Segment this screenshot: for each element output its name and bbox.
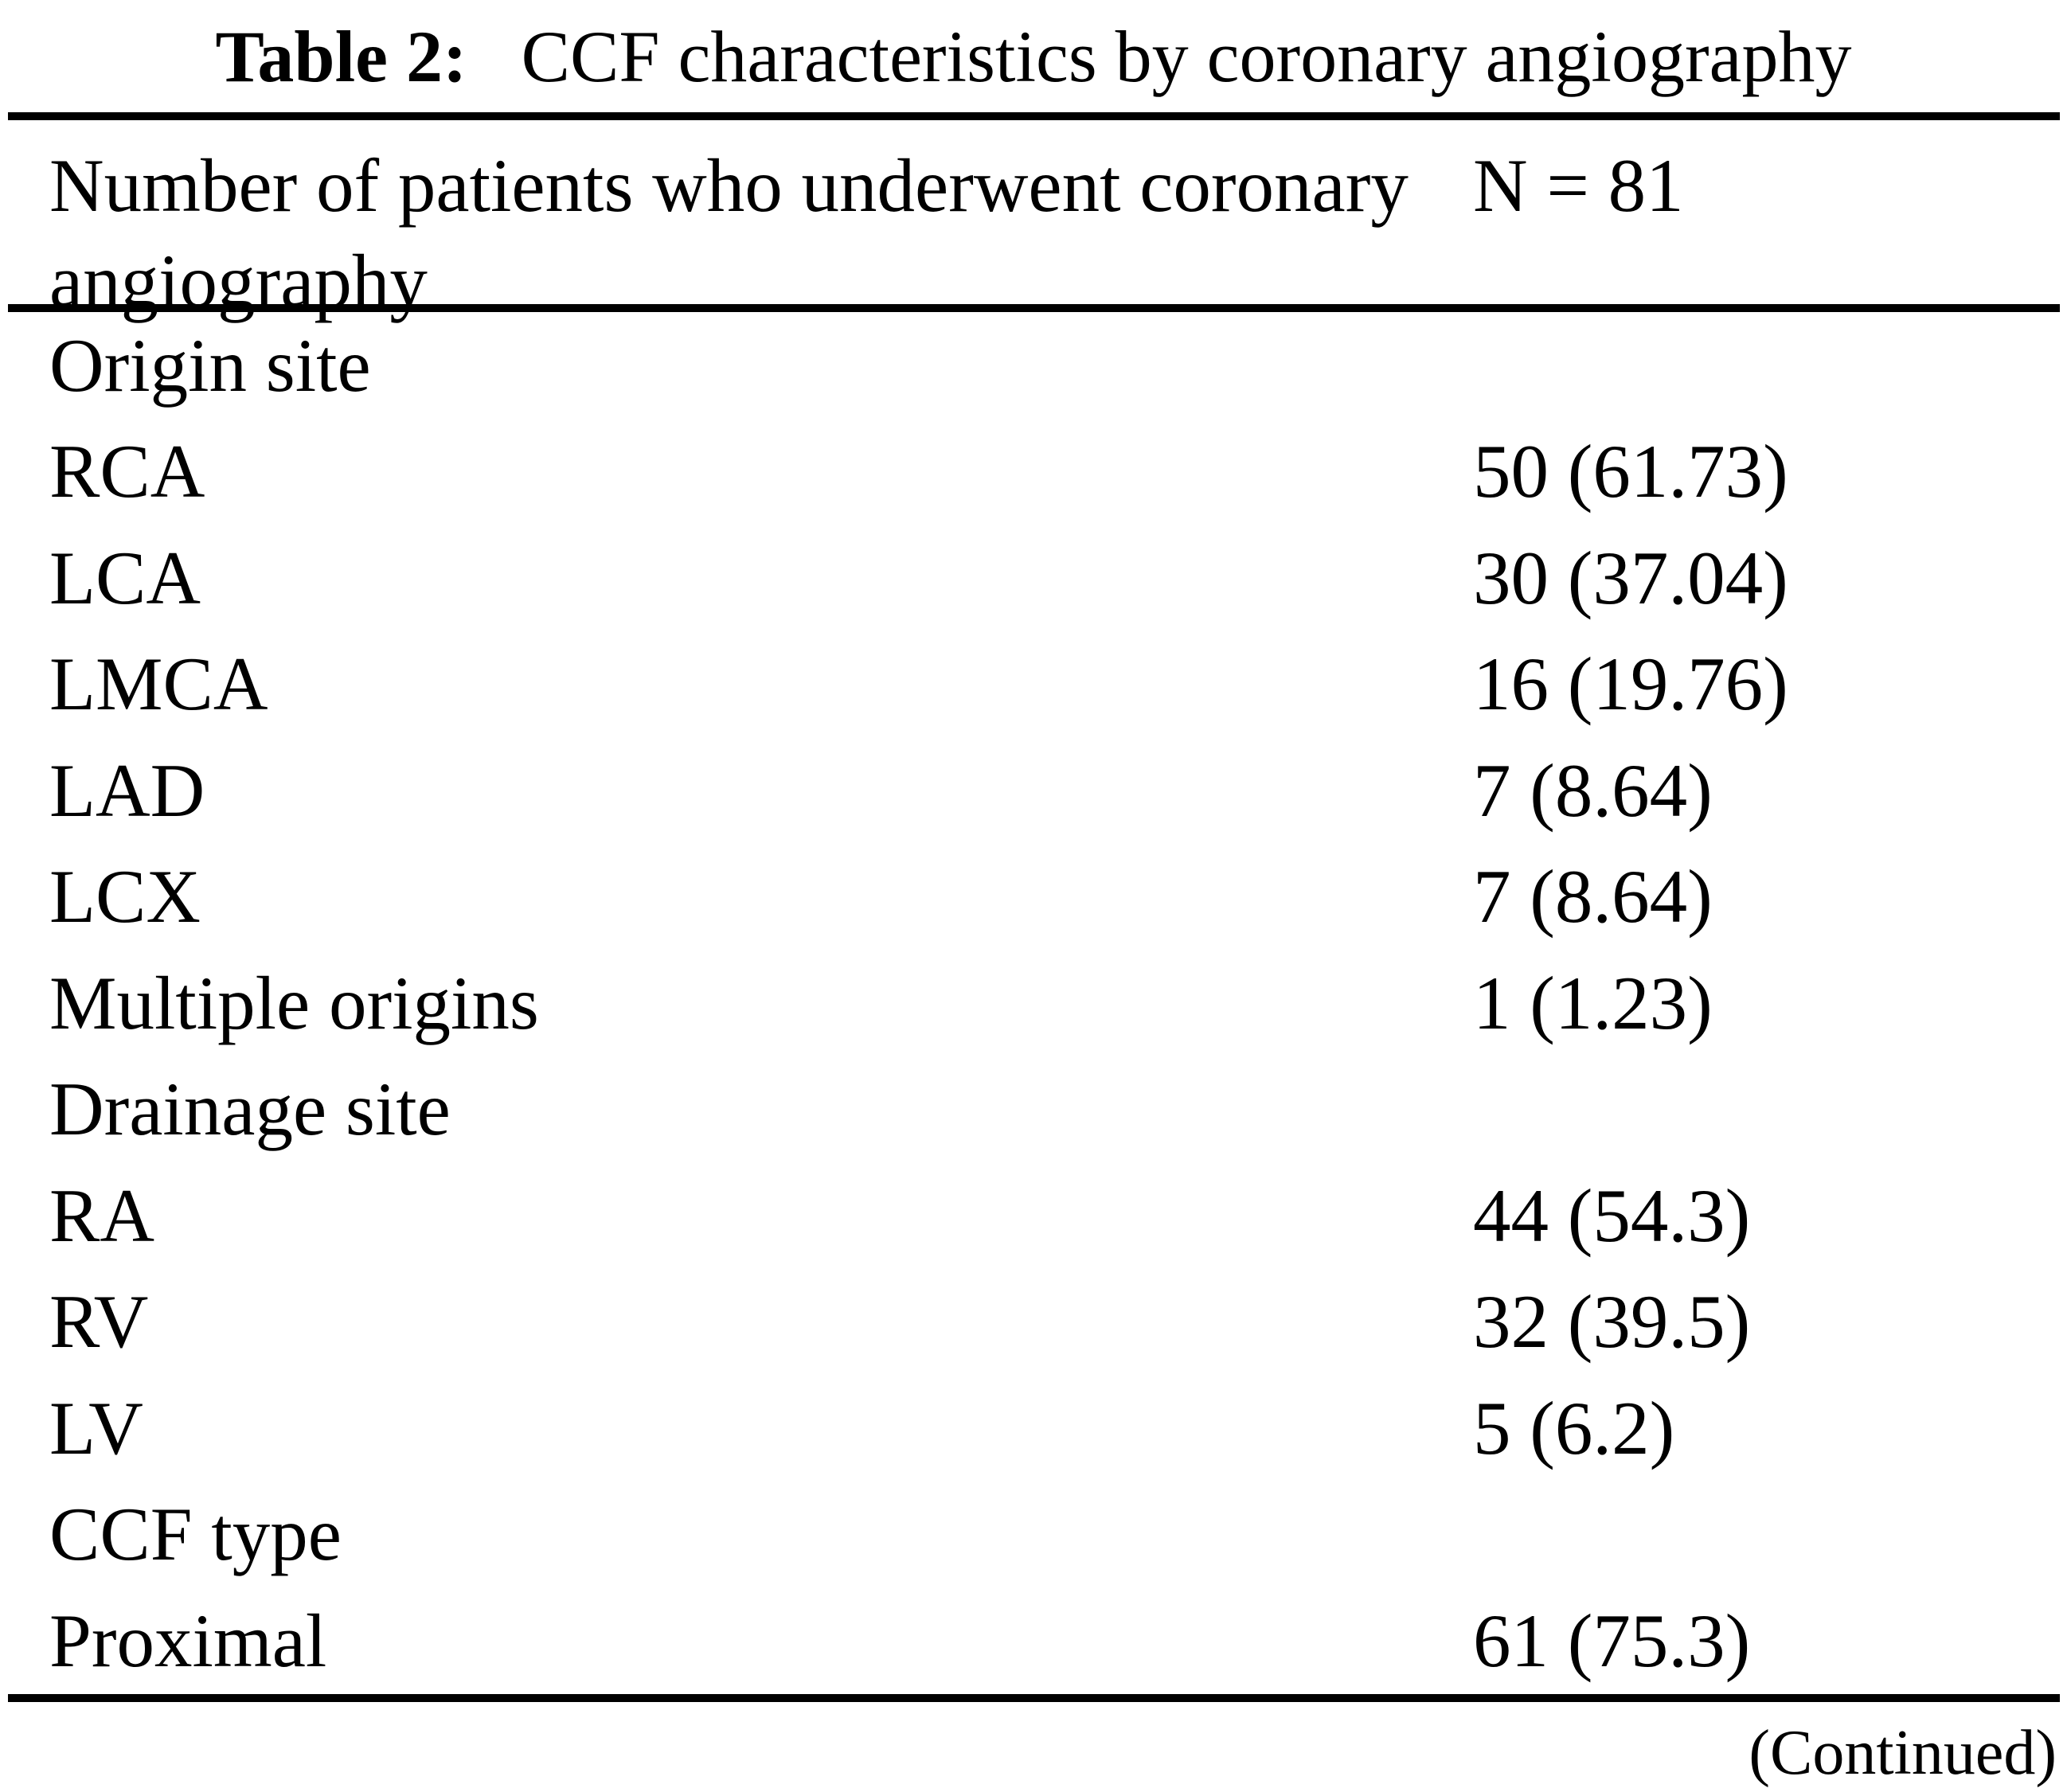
row-value: 44 (54.3) xyxy=(1473,1173,1751,1258)
row-label: LV xyxy=(49,1385,143,1470)
top-rule xyxy=(8,112,2060,120)
table-row-rca: RCA 50 (61.73) xyxy=(0,419,2067,525)
table-row-lad: LAD 7 (8.64) xyxy=(0,737,2067,844)
row-label: CCF type xyxy=(49,1492,342,1577)
table-caption-text: CCF characteristics by coronary angiogra… xyxy=(521,15,1852,97)
table-row-proximal: Proximal 61 (75.3) xyxy=(0,1587,2067,1694)
table-row-lcx: LCX 7 (8.64) xyxy=(0,844,2067,951)
table-row-ra: RA 44 (54.3) xyxy=(0,1162,2067,1269)
table-row-origin-site: Origin site xyxy=(0,312,2067,419)
table-row-ccf-type: CCF type xyxy=(0,1482,2067,1588)
row-label: LAD xyxy=(49,748,205,833)
table-row-lv: LV 5 (6.2) xyxy=(0,1375,2067,1482)
table-caption: Table 2: CCF characteristics by coronary … xyxy=(0,0,2067,112)
continued-note: (Continued) xyxy=(1749,1717,2057,1788)
row-label: Multiple origins xyxy=(49,960,539,1045)
row-value: 1 (1.23) xyxy=(1473,960,1713,1045)
row-label: RA xyxy=(49,1173,154,1258)
header-n-value: N = 81 xyxy=(1473,143,1684,228)
row-label: Drainage site xyxy=(49,1067,451,1152)
row-label: RCA xyxy=(49,429,205,514)
row-value: 30 (37.04) xyxy=(1473,535,1788,620)
row-label: LMCA xyxy=(49,642,268,727)
row-label: Origin site xyxy=(49,322,371,408)
table-body: Origin site RCA 50 (61.73) LCA 30 (37.04… xyxy=(0,312,2067,1694)
row-value: 7 (8.64) xyxy=(1473,748,1713,833)
table-row-lca: LCA 30 (37.04) xyxy=(0,525,2067,631)
header-label: Number of patients who underwent coronar… xyxy=(49,143,1409,323)
bottom-rule xyxy=(8,1693,2060,1702)
row-label: RV xyxy=(49,1279,149,1364)
table-row-rv: RV 32 (39.5) xyxy=(0,1269,2067,1376)
table-row-lmca: LMCA 16 (19.76) xyxy=(0,631,2067,738)
header-rule xyxy=(8,304,2060,312)
row-value: 5 (6.2) xyxy=(1473,1385,1675,1470)
row-value: 50 (61.73) xyxy=(1473,429,1788,514)
row-label: LCA xyxy=(49,535,201,620)
row-value: 7 (8.64) xyxy=(1473,854,1713,939)
row-value: 32 (39.5) xyxy=(1473,1279,1751,1364)
row-value: 61 (75.3) xyxy=(1473,1598,1751,1683)
table-row-multiple-origins: Multiple origins 1 (1.23) xyxy=(0,950,2067,1056)
table-number: Table 2: xyxy=(215,15,467,97)
row-label: LCX xyxy=(49,854,201,939)
row-label: Proximal xyxy=(49,1598,327,1683)
table-header-row: Number of patients who underwent coronar… xyxy=(0,120,2067,323)
table-row-drainage-site: Drainage site xyxy=(0,1056,2067,1163)
row-value: 16 (19.76) xyxy=(1473,642,1788,727)
